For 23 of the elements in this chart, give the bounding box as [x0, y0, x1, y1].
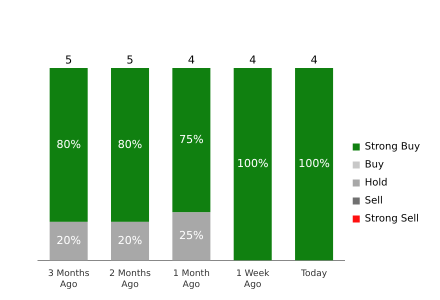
- x-tick-label: 1 Week Ago: [236, 269, 270, 290]
- annotation: 5: [65, 53, 72, 66]
- legend-label: Buy: [364, 160, 384, 171]
- x-tick-label: 2 Months Ago: [109, 269, 152, 290]
- annotation: 4: [310, 53, 318, 66]
- x-tick-label: Today: [300, 269, 328, 280]
- data-label: 20%: [56, 234, 81, 248]
- data-label: 100%: [236, 157, 268, 170]
- legend-label: Sell: [364, 196, 383, 207]
- data-label: 75%: [179, 133, 204, 146]
- legend-label: Strong Sell: [364, 214, 419, 225]
- annotation: 4: [249, 53, 256, 66]
- legend-label: Strong Buy: [364, 142, 420, 153]
- data-label: 100%: [298, 157, 330, 170]
- legend-label: Hold: [364, 178, 388, 189]
- data-label: 25%: [179, 229, 204, 242]
- annotation: 4: [188, 53, 195, 66]
- data-label: 80%: [56, 138, 81, 151]
- annotation: 5: [126, 53, 134, 66]
- x-tick-label: 3 Months Ago: [48, 269, 90, 290]
- data-label: 20%: [118, 234, 142, 248]
- data-label: 80%: [118, 138, 142, 151]
- x-tick-label: 1 Month Ago: [172, 269, 210, 290]
